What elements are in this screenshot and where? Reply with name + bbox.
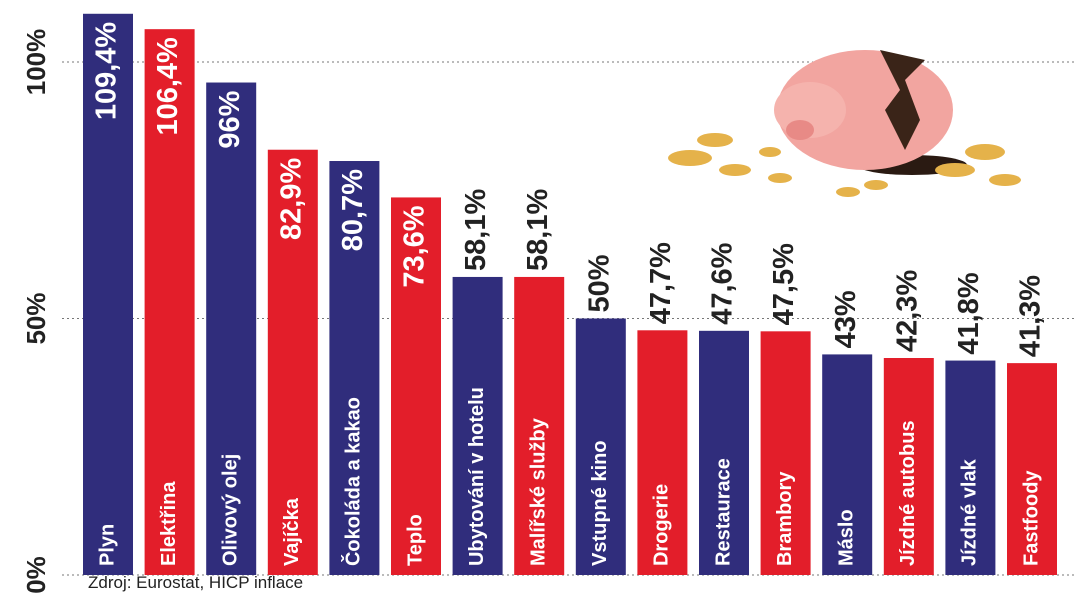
value-label: 109,4%	[91, 22, 123, 121]
category-label: Ubytování v hotelu	[466, 387, 488, 566]
category-label: Čokoláda a kakao	[341, 397, 365, 566]
y-tick-label: 0%	[21, 556, 51, 594]
category-label: Vstupné kino	[589, 440, 611, 566]
value-label: 50%	[583, 254, 615, 312]
category-label: Máslo	[835, 509, 857, 566]
category-label: Olivový olej	[219, 454, 241, 566]
piggy-illustration	[668, 50, 1021, 197]
category-label: Restaurace	[712, 458, 734, 566]
value-label: 47,5%	[768, 243, 800, 325]
value-label: 106,4%	[152, 37, 184, 136]
value-label: 58,1%	[460, 189, 492, 271]
category-label: Fastfoody	[1020, 470, 1042, 566]
value-label: 41,8%	[953, 272, 985, 354]
y-tick-label: 50%	[21, 292, 51, 344]
value-label: 73,6%	[399, 205, 431, 287]
category-label: Jízdné autobus	[897, 420, 919, 566]
category-label: Jízdné vlak	[959, 458, 981, 566]
category-label: Elektřina	[158, 481, 180, 566]
y-tick-label: 100%	[21, 29, 51, 96]
category-label: Plyn	[96, 524, 118, 566]
value-label: 47,6%	[707, 242, 739, 324]
category-label: Malířské služby	[527, 417, 549, 566]
category-label: Brambory	[774, 471, 796, 566]
value-label: 96%	[214, 90, 246, 148]
category-label: Drogerie	[651, 484, 673, 566]
value-label: 42,3%	[891, 270, 923, 352]
value-label: 82,9%	[275, 158, 307, 240]
value-label: 41,3%	[1015, 275, 1047, 357]
category-label: Vajíčka	[281, 497, 303, 566]
value-label: 43%	[830, 290, 862, 348]
source-note: Zdroj: Eurostat, HICP inflace	[88, 573, 303, 592]
chart: Zdroj: Eurostat, HICP inflace 0% 50% 100% 1…	[0, 0, 1074, 597]
category-label: Teplo	[404, 514, 426, 566]
value-label: 58,1%	[522, 189, 554, 271]
value-label: 80,7%	[337, 169, 369, 251]
value-label: 47,7%	[645, 242, 677, 324]
